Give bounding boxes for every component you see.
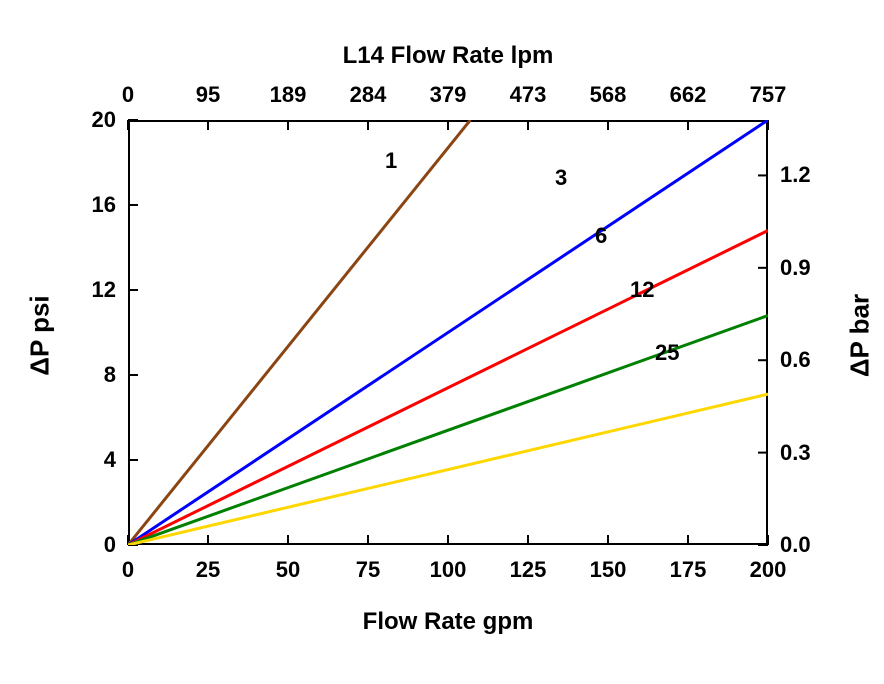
left-tick-label: 16 (68, 192, 116, 218)
right-tick-label: 0.6 (780, 347, 840, 373)
left-tick-label: 12 (68, 277, 116, 303)
series-label: 25 (655, 340, 679, 366)
bottom-tick-label: 25 (178, 557, 238, 583)
bottom-tick-label: 100 (418, 557, 478, 583)
bottom-tick-label: 150 (578, 557, 638, 583)
right-tick-label: 0.3 (780, 440, 840, 466)
bottom-axis-title: Flow Rate gpm (128, 608, 768, 636)
left-tick-label: 0 (68, 532, 116, 558)
series-label: 3 (555, 165, 567, 191)
left-axis-title: ΔP psi (25, 276, 56, 396)
series-label: 6 (595, 223, 607, 249)
left-tick-label: 8 (68, 362, 116, 388)
bottom-tick-label: 0 (98, 557, 158, 583)
bottom-tick-label: 200 (738, 557, 798, 583)
bottom-tick-label: 75 (338, 557, 398, 583)
right-axis-title: ΔP bar (845, 276, 876, 396)
series-label: 1 (385, 148, 397, 174)
bottom-tick-label: 125 (498, 557, 558, 583)
series-label: 12 (630, 277, 654, 303)
bottom-tick-label: 50 (258, 557, 318, 583)
right-tick-label: 0.0 (780, 532, 840, 558)
left-tick-label: 20 (68, 107, 116, 133)
left-tick-label: 4 (68, 447, 116, 473)
chart-container: L14 Flow Rate lpm 0951892843794735686627… (0, 0, 884, 684)
right-tick-label: 0.9 (780, 255, 840, 281)
bottom-tick-label: 175 (658, 557, 718, 583)
right-tick-label: 1.2 (780, 162, 840, 188)
